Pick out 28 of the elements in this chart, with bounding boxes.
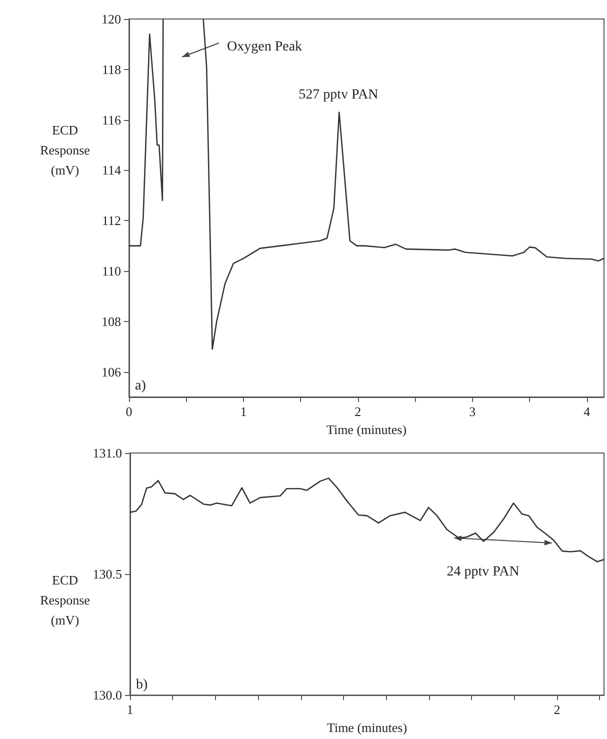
x-axis-title: Time (minutes) <box>326 720 408 735</box>
x-tick-label: 0 <box>126 404 132 419</box>
y-tick-label: 120 <box>102 12 121 26</box>
y-tick-label: 114 <box>102 162 122 178</box>
y-tick-label: 108 <box>102 314 121 329</box>
y-axis-title: ECD Response (mV) <box>40 122 90 178</box>
x-tick-label: 3 <box>469 404 476 419</box>
y-tick-label: 130.5 <box>92 566 122 582</box>
y-axis-title: ECD Response (mV) <box>40 572 90 628</box>
y-tick-label: 118 <box>102 62 121 77</box>
line-series <box>129 478 605 562</box>
annotation: a) <box>135 378 146 394</box>
x-tick-label: 4 <box>584 404 591 419</box>
y-tick-label: 110 <box>102 264 121 278</box>
annotation: 24 pptv PAN <box>446 564 520 580</box>
annotation: 527 pptv PAN <box>298 88 378 103</box>
x-tick-label: 2 <box>354 404 362 419</box>
annotation: b) <box>136 678 148 692</box>
y-tick-label: 130.0 <box>92 688 122 703</box>
x-tick-label: 1 <box>126 702 134 718</box>
y-tick-label: 116 <box>102 112 122 128</box>
x-tick-label: 1 <box>240 404 247 419</box>
annotation: Oxygen Peak <box>227 40 302 54</box>
y-tick-label: 106 <box>102 364 122 380</box>
x-axis-title: Time (minutes) <box>326 422 407 437</box>
y-tick-label: 112 <box>102 213 121 228</box>
x-tick-label: 2 <box>554 702 560 718</box>
y-tick-label: 131.0 <box>92 446 122 460</box>
